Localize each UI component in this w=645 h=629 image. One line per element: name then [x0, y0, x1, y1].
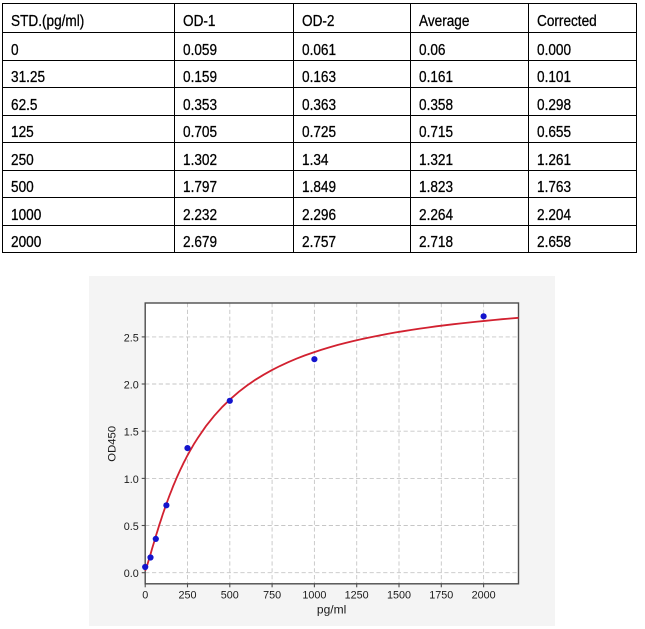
svg-text:pg/ml: pg/ml: [317, 602, 346, 616]
svg-text:2.5: 2.5: [124, 332, 139, 344]
svg-text:OD450: OD450: [106, 426, 118, 462]
svg-text:500: 500: [221, 590, 239, 602]
svg-text:1750: 1750: [429, 590, 453, 602]
svg-text:2.0: 2.0: [124, 379, 139, 391]
svg-text:0: 0: [142, 590, 148, 602]
svg-text:250: 250: [178, 590, 196, 602]
svg-text:1250: 1250: [345, 590, 369, 602]
svg-text:750: 750: [263, 590, 281, 602]
svg-text:1.0: 1.0: [124, 474, 139, 486]
svg-text:2000: 2000: [472, 590, 496, 602]
svg-text:1.5: 1.5: [124, 427, 139, 439]
svg-text:0.5: 0.5: [124, 521, 139, 533]
svg-text:0.0: 0.0: [124, 568, 139, 580]
svg-text:1500: 1500: [387, 590, 411, 602]
svg-text:1000: 1000: [302, 590, 326, 602]
